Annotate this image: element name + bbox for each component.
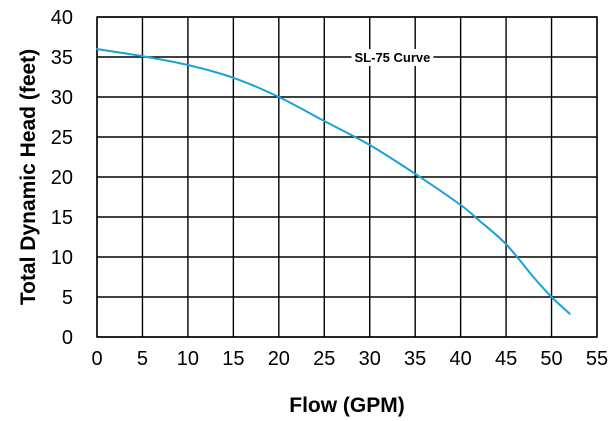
y-tick-label: 35 — [51, 47, 73, 69]
x-axis-title: Flow (GPM) — [289, 394, 404, 417]
x-tick-label: 0 — [91, 348, 102, 370]
x-tick-label: 50 — [540, 348, 562, 370]
y-tick-label: 40 — [51, 7, 73, 29]
y-tick-label: 0 — [62, 327, 73, 349]
annotation-background — [351, 49, 434, 66]
x-tick-label: 20 — [268, 348, 290, 370]
series-line-sl-75 — [96, 48, 571, 315]
series-annotation: SL-75 Curve — [351, 49, 434, 66]
y-tick-label: 5 — [62, 287, 73, 309]
series-layer — [96, 48, 571, 315]
x-tick-labels: 0 5 10 15 20 25 30 35 40 45 50 55 — [91, 348, 608, 370]
y-tick-labels: 0 5 10 15 20 25 30 35 40 — [51, 7, 73, 349]
y-axis-title: Total Dynamic Head (feet) — [17, 49, 40, 305]
series-annotation-label: SL-75 Curve — [355, 50, 431, 65]
x-tick-label: 15 — [222, 348, 244, 370]
annotation-layer: SL-75 Curve — [351, 49, 434, 66]
x-tick-label: 25 — [313, 348, 335, 370]
y-tick-label: 30 — [51, 87, 73, 109]
x-tick-label: 55 — [586, 348, 608, 370]
y-tick-label: 20 — [51, 167, 73, 189]
x-tick-label: 40 — [450, 348, 472, 370]
x-tick-label: 5 — [137, 348, 148, 370]
plot-border — [96, 16, 598, 338]
x-tick-label: 30 — [359, 348, 381, 370]
y-tick-label: 25 — [51, 127, 73, 149]
y-tick-label: 15 — [51, 207, 73, 229]
y-tick-label: 10 — [51, 247, 73, 269]
x-tick-label: 10 — [177, 348, 199, 370]
grid — [96, 16, 598, 338]
x-tick-label: 35 — [404, 348, 426, 370]
x-tick-label: 45 — [495, 348, 517, 370]
